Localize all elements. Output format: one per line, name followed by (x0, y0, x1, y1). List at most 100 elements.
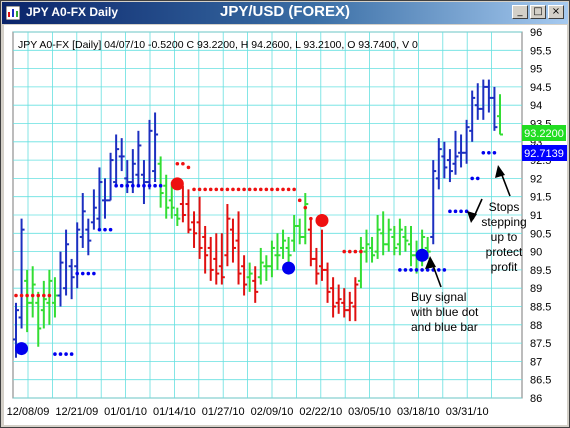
stop-dot (247, 187, 252, 192)
x-tick-label: 12/08/09 (7, 406, 50, 418)
ohlc-bar (35, 291, 42, 347)
stop-dot (264, 187, 269, 192)
ohlc-bar (168, 182, 175, 219)
ohlc-bar (363, 229, 370, 263)
ohlc-bar (357, 236, 364, 289)
stop-level-label: 92.7139 (522, 145, 567, 161)
stop-dot (292, 187, 296, 192)
ohlc-bar (474, 83, 481, 120)
ohlc-bar (385, 218, 392, 252)
buy-signal-annotation: Buy signal with blue dot and blue bar (410, 256, 479, 334)
stop-dot (270, 187, 274, 192)
stop-dot (181, 161, 185, 166)
x-tick-label: 03/05/10 (348, 406, 391, 418)
stop-dot (30, 293, 35, 298)
ohlc-bar (246, 262, 253, 292)
ohlc-bar (324, 262, 331, 303)
minimize-button[interactable]: _ (512, 5, 528, 19)
stop-dot (108, 227, 113, 232)
ohlc-bar (185, 189, 192, 234)
y-tick-label: 94.5 (530, 82, 551, 94)
stops-arrowhead-1 (467, 211, 477, 223)
stop-dot (414, 268, 419, 272)
stop-dot (86, 271, 91, 276)
ohlc-bar (452, 130, 459, 175)
stops-annotation-line-4: protect (486, 245, 523, 259)
stop-dot (297, 198, 302, 203)
ohlc-bar (113, 134, 120, 186)
ohlc-bar (302, 193, 309, 245)
stop-dot (25, 293, 29, 298)
stop-dots (14, 150, 497, 356)
header-info: JPY A0-FX [Daily] 04/07/10 -0.5200 C 93.… (18, 39, 418, 51)
y-tick-label: 88 (530, 320, 542, 332)
ohlc-bar (235, 211, 242, 285)
stop-dot (131, 183, 135, 188)
ohlc-bar (274, 233, 281, 270)
stop-dot (125, 183, 130, 188)
ohlc-bar (174, 207, 181, 226)
ohlc-bar (480, 79, 487, 120)
stop-dot (47, 293, 52, 298)
y-tick-label: 89 (530, 283, 542, 295)
ohlc-bar (263, 255, 270, 281)
ohlc-bar (29, 266, 36, 318)
stop-dot (225, 187, 230, 192)
ohlc-bar (391, 225, 398, 256)
sell-signal-dot (170, 177, 184, 191)
y-tick-label: 95 (530, 64, 542, 76)
y-tick-label: 89.5 (530, 265, 551, 277)
y-tick-label: 87.5 (530, 338, 551, 350)
ohlc-bar (135, 130, 142, 186)
stop-dot (275, 187, 280, 192)
stop-dot (253, 187, 258, 192)
close-button[interactable]: × (548, 5, 564, 19)
stop-level-text: 92.7139 (524, 148, 564, 160)
last-close-label-box (522, 125, 566, 141)
stops-annotation-line-2: stepping (481, 215, 526, 229)
x-tick-label: 03/18/10 (397, 406, 440, 418)
stop-dot (114, 183, 118, 188)
chart-area[interactable]: 86 86.5 87 87.5 88 88.5 89 89.5 90 90.5 91 91.5 92 92… (4, 25, 567, 425)
title-bar[interactable]: JPY A0-FX Daily JPY/USD (FOREX) _ □ × (2, 2, 568, 24)
stop-dot (492, 150, 497, 155)
ohlc-bar (213, 233, 220, 285)
price-chart[interactable]: 86 86.5 87 87.5 88 88.5 89 89.5 90 90.5 91 91.5 92 92… (4, 25, 567, 425)
ohlc-bar (218, 233, 225, 285)
ohlc-bar (202, 225, 209, 274)
ohlc-bar (163, 174, 170, 219)
ohlc-bar (90, 189, 97, 230)
stop-dot (214, 187, 219, 192)
ohlc-bar (469, 90, 476, 142)
buy-signal-dot (15, 342, 29, 356)
last-close-label: 93.2200 (522, 125, 566, 141)
ohlc-bar (463, 119, 470, 164)
stop-dot (470, 176, 474, 181)
buy-annotation-line-3: and blue bar (411, 320, 478, 334)
ohlc-bar (229, 218, 236, 263)
ohlc-bar (146, 119, 153, 190)
maximize-button[interactable]: □ (530, 5, 546, 19)
stop-dot (475, 176, 480, 181)
ohlc-bar (380, 211, 387, 256)
stop-dot (142, 183, 146, 188)
ohlc-bar (268, 240, 275, 278)
buy-annotation-line-1: Buy signal (411, 290, 466, 304)
ohlc-bar (179, 185, 186, 223)
ohlc-bar (18, 218, 25, 329)
app-title: JPY A0-FX Daily (26, 5, 119, 19)
ohlc-bar (313, 247, 320, 285)
stop-dot (136, 183, 141, 188)
stop-dot (481, 150, 486, 155)
x-tick-label: 02/22/10 (299, 406, 342, 418)
y-tick-label: 90.5 (530, 228, 551, 240)
stop-dot (448, 209, 452, 214)
ohlc-bar (40, 280, 47, 329)
stop-dot (359, 249, 363, 254)
ohlc-bar (257, 247, 264, 285)
stop-dot (175, 161, 180, 166)
ohlc-bar (441, 141, 448, 179)
price-bars (13, 79, 503, 358)
y-tick-label: 96 (530, 27, 542, 39)
ohlc-bar (107, 152, 114, 202)
